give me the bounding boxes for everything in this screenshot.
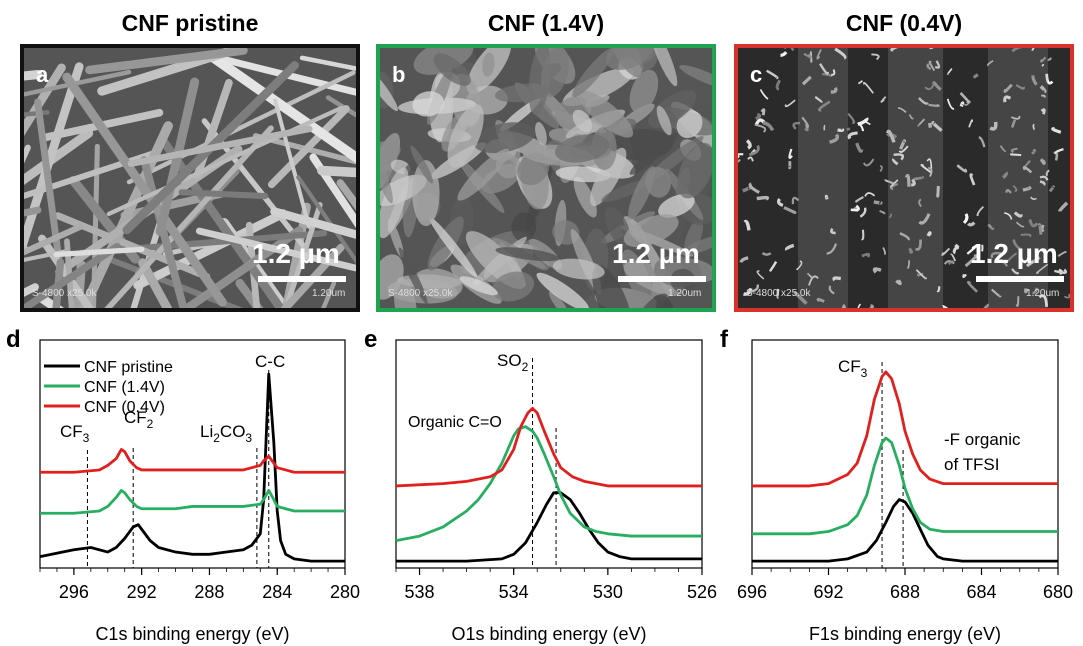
annotation-tfsi: of TFSI <box>944 455 999 474</box>
x-tick-label-d: 296 <box>59 582 89 602</box>
x-tick-label-f: 696 <box>737 582 767 602</box>
series-line-e <box>395 406 702 488</box>
ref-label-cf3-f: CF3 <box>838 357 868 380</box>
legend-label: CNF (0.4V) <box>84 399 165 416</box>
x-tick-label-e: 534 <box>499 582 529 602</box>
ref-label-cc-d: C-C <box>255 352 285 371</box>
image-title-1.4v: CNF (1.4V) <box>487 10 605 36</box>
sem-caption-b-left: S-4800 x25.0k <box>388 288 453 299</box>
image-title-0.4v: CNF (0.4V) <box>845 10 963 36</box>
scale-bar-a <box>258 276 346 282</box>
sem-image-0.4v <box>734 44 1074 312</box>
panel-letter-a: a <box>36 62 49 87</box>
series-line-e <box>396 491 702 563</box>
annotation-organic-co: Organic C=O <box>408 414 502 431</box>
series-line-f <box>752 436 1058 536</box>
sem-caption-a-right: 1.20um <box>312 288 346 299</box>
plot-frame-e <box>395 339 703 569</box>
ref-label-cf2-d: CF2 <box>124 408 154 431</box>
x-tick-label-e: 526 <box>687 582 717 602</box>
legend-label: CNF (1.4V) <box>84 379 165 396</box>
x-tick-label-e: 530 <box>593 582 623 602</box>
scale-bar-c <box>976 276 1064 282</box>
x-tick-label-f: 688 <box>890 582 920 602</box>
x-axis-label-d: C1s binding energy (eV) <box>95 624 289 644</box>
panel-letter-e: e <box>364 326 378 353</box>
ref-label-cf3-d: CF3 <box>60 422 90 445</box>
x-tick-label-d: 280 <box>330 582 360 602</box>
scale-bar-b <box>618 276 706 282</box>
x-tick-label-d: 292 <box>127 582 157 602</box>
series-line-d <box>40 489 345 515</box>
ref-label-li2co3-d: Li2CO3 <box>200 422 252 445</box>
series-line-d <box>39 372 345 563</box>
ref-label-so2-e: SO2 <box>497 351 529 374</box>
panel-letter-d: d <box>6 326 21 353</box>
image-title-pristine: CNF pristine <box>121 10 259 36</box>
panel-letter-f: f <box>720 326 728 353</box>
sem-caption-c-right: 1.20um <box>1026 288 1060 299</box>
panel-letter-c: c <box>750 62 763 87</box>
sem-image-1.4v <box>376 44 716 312</box>
x-axis-label-e: O1s binding energy (eV) <box>451 624 646 644</box>
legend-label: CNF pristine <box>84 359 173 376</box>
x-tick-label-f: 680 <box>1043 582 1073 602</box>
x-tick-label-f: 684 <box>966 582 996 602</box>
scale-label-c: 1.2 µm <box>970 238 1058 269</box>
x-axis-label-f: F1s binding energy (eV) <box>809 624 1001 644</box>
series-line-f <box>752 498 1058 563</box>
x-tick-label-d: 284 <box>262 582 292 602</box>
sem-caption-a-left: S-4800 x25.0k <box>32 288 97 299</box>
sem-image-pristine <box>20 44 360 312</box>
panel-letter-b: b <box>392 62 406 87</box>
x-tick-label-d: 288 <box>194 582 224 602</box>
sem-caption-b-right: 1.20um <box>668 288 702 299</box>
x-tick-label-e: 538 <box>405 582 435 602</box>
x-tick-label-f: 692 <box>813 582 843 602</box>
scale-label-b: 1.2 µm <box>612 238 700 269</box>
series-line-e <box>395 425 702 543</box>
series-line-f <box>752 370 1058 488</box>
scale-label-a: 1.2 µm <box>252 238 340 269</box>
annotation-f-organic: -F organic <box>944 430 1021 449</box>
sem-caption-c-left: S-4800 x25.0k <box>746 288 811 299</box>
series-line-d <box>40 448 345 474</box>
